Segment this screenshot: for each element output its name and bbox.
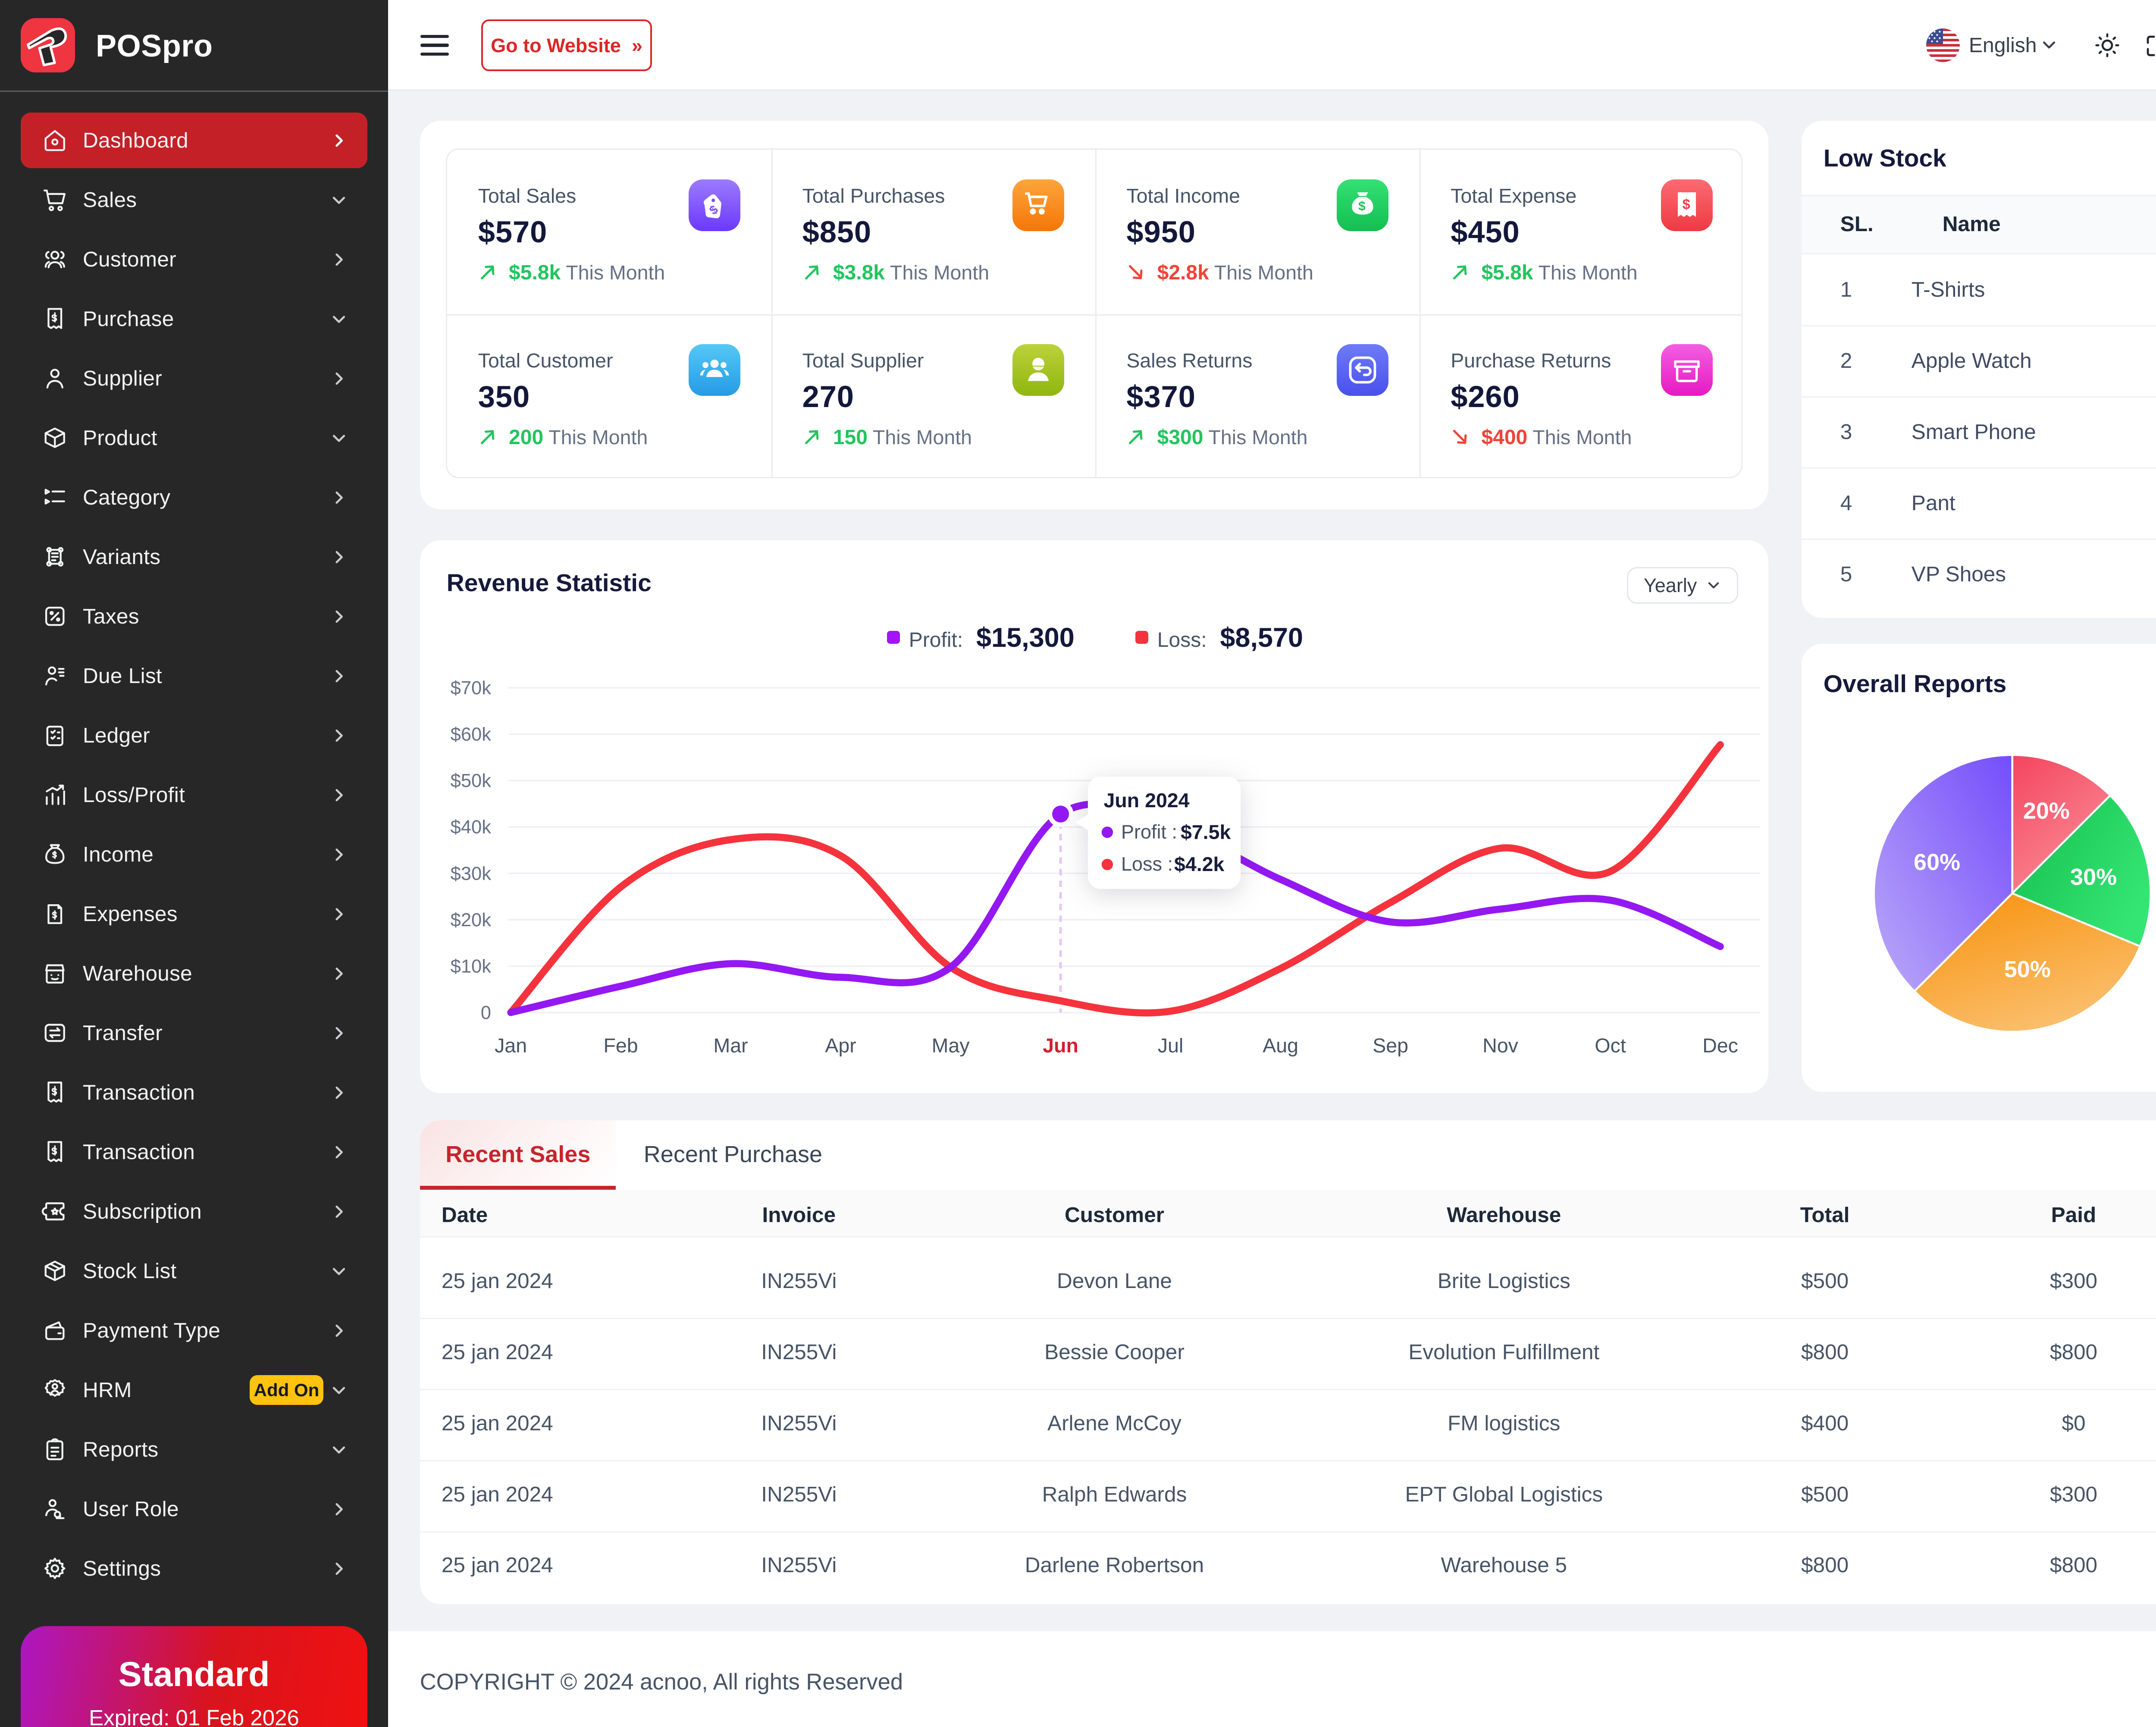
- svg-text:$70k: $70k: [450, 678, 491, 699]
- svg-text:$: $: [1682, 196, 1690, 212]
- svg-text:Jun: Jun: [1043, 1034, 1078, 1056]
- svg-text:Jul: Jul: [1158, 1034, 1183, 1056]
- svg-text:20%: 20%: [2023, 798, 2070, 824]
- svg-text:0: 0: [481, 1003, 491, 1023]
- svg-text:Sep: Sep: [1373, 1034, 1408, 1056]
- svg-text:60%: 60%: [1914, 849, 1960, 875]
- svg-text:Oct: Oct: [1595, 1034, 1626, 1056]
- svg-text:Feb: Feb: [603, 1034, 638, 1056]
- svg-text:Profit :: Profit :: [1121, 821, 1177, 843]
- svg-text:50%: 50%: [2004, 956, 2051, 982]
- svg-text:$40k: $40k: [450, 817, 491, 837]
- svg-text:Nov: Nov: [1482, 1034, 1518, 1056]
- svg-text:Mar: Mar: [713, 1034, 748, 1056]
- svg-text:$60k: $60k: [450, 724, 491, 745]
- svg-text:May: May: [931, 1034, 970, 1056]
- svg-text:Apr: Apr: [825, 1034, 856, 1056]
- svg-text:Loss :: Loss :: [1121, 853, 1173, 875]
- svg-text:$: $: [1358, 199, 1366, 213]
- svg-text:Jan: Jan: [495, 1034, 527, 1056]
- svg-text:Aug: Aug: [1263, 1034, 1298, 1056]
- svg-text:$30k: $30k: [450, 863, 491, 884]
- svg-text:$10k: $10k: [450, 956, 491, 977]
- svg-text:Jun 2024: Jun 2024: [1103, 789, 1189, 811]
- svg-text:Dec: Dec: [1702, 1034, 1738, 1056]
- svg-text:$50k: $50k: [450, 771, 491, 791]
- svg-text:$4.2k: $4.2k: [1174, 853, 1225, 875]
- svg-text:$20k: $20k: [450, 909, 491, 930]
- svg-text:$7.5k: $7.5k: [1181, 821, 1231, 843]
- svg-text:30%: 30%: [2070, 864, 2117, 890]
